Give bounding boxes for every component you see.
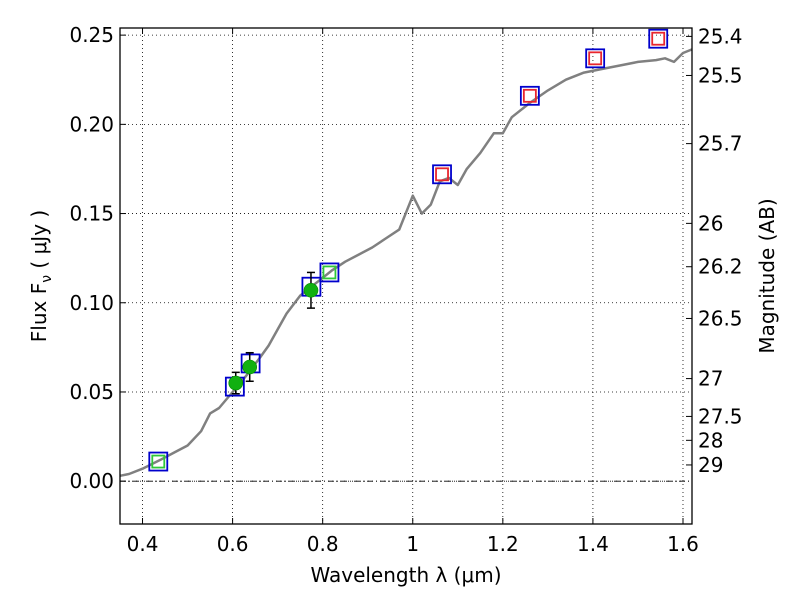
y-tick-label: 0.25	[69, 23, 114, 47]
right-tick-label: 26.2	[698, 255, 743, 279]
y-axis-label-subscript: ν	[39, 275, 55, 283]
y-tick-label: 0.20	[69, 112, 114, 136]
x-tick-label: 0.4	[127, 532, 159, 556]
square-marker	[519, 85, 540, 106]
square-marker	[588, 51, 603, 66]
y-tick-labels: 0.00 0.05 0.10 0.15 0.20 0.25	[69, 23, 114, 493]
y-axis-label-right: Magnitude (AB)	[755, 198, 779, 353]
x-tick-label: 0.8	[307, 532, 339, 556]
y-axis-label-left: Flux Fν ( μJy )	[27, 210, 55, 342]
right-tick-label: 27	[698, 367, 723, 391]
x-tick-label: 1.4	[577, 532, 609, 556]
right-tick-label: 26.5	[698, 306, 743, 330]
x-axis-label: Wavelength λ (μm)	[310, 563, 501, 587]
square-marker	[435, 167, 449, 182]
square-marker	[585, 48, 606, 69]
square-marker	[651, 31, 666, 46]
x-tick-label: 1	[406, 532, 419, 556]
square-marker	[148, 451, 169, 472]
circle-marker	[228, 375, 244, 391]
tick-marks	[120, 28, 692, 524]
square-marker	[648, 28, 669, 49]
y-tick-label: 0.00	[69, 469, 114, 493]
x-tick-label: 1.6	[667, 532, 699, 556]
circle-marker	[242, 359, 258, 375]
y-tick-label: 0.05	[69, 380, 114, 404]
model-spectrum-line	[119, 48, 693, 478]
y-axis-label-text: Flux F	[27, 283, 51, 342]
square-marker	[522, 88, 537, 103]
right-tick-label: 25.7	[698, 132, 743, 156]
grid-lines	[120, 28, 692, 524]
x-tick-label: 0.6	[217, 532, 249, 556]
x-tick-label: 1.2	[487, 532, 519, 556]
circle-marker	[303, 282, 319, 298]
right-tick-label: 25.4	[698, 24, 743, 48]
right-tick-label: 27.5	[698, 404, 743, 428]
right-tick-label: 25.5	[698, 63, 743, 87]
right-tick-label: 26	[698, 211, 723, 235]
plot-frame	[119, 27, 693, 525]
y-axis-label-unit: ( μJy )	[27, 210, 51, 275]
y-tick-label: 0.10	[69, 291, 114, 315]
right-tick-label: 29	[698, 453, 723, 477]
right-tick-label: 28	[698, 428, 723, 452]
square-marker	[319, 262, 340, 283]
y-tick-label: 0.15	[69, 202, 114, 226]
square-marker	[151, 454, 166, 469]
model-spectrum-layer	[119, 48, 693, 478]
square-marker	[432, 164, 452, 185]
data-points-layer	[148, 28, 669, 472]
x-tick-labels: 0.4 0.6 0.8 1 1.2 1.4 1.6	[127, 532, 699, 556]
square-marker	[322, 265, 337, 280]
